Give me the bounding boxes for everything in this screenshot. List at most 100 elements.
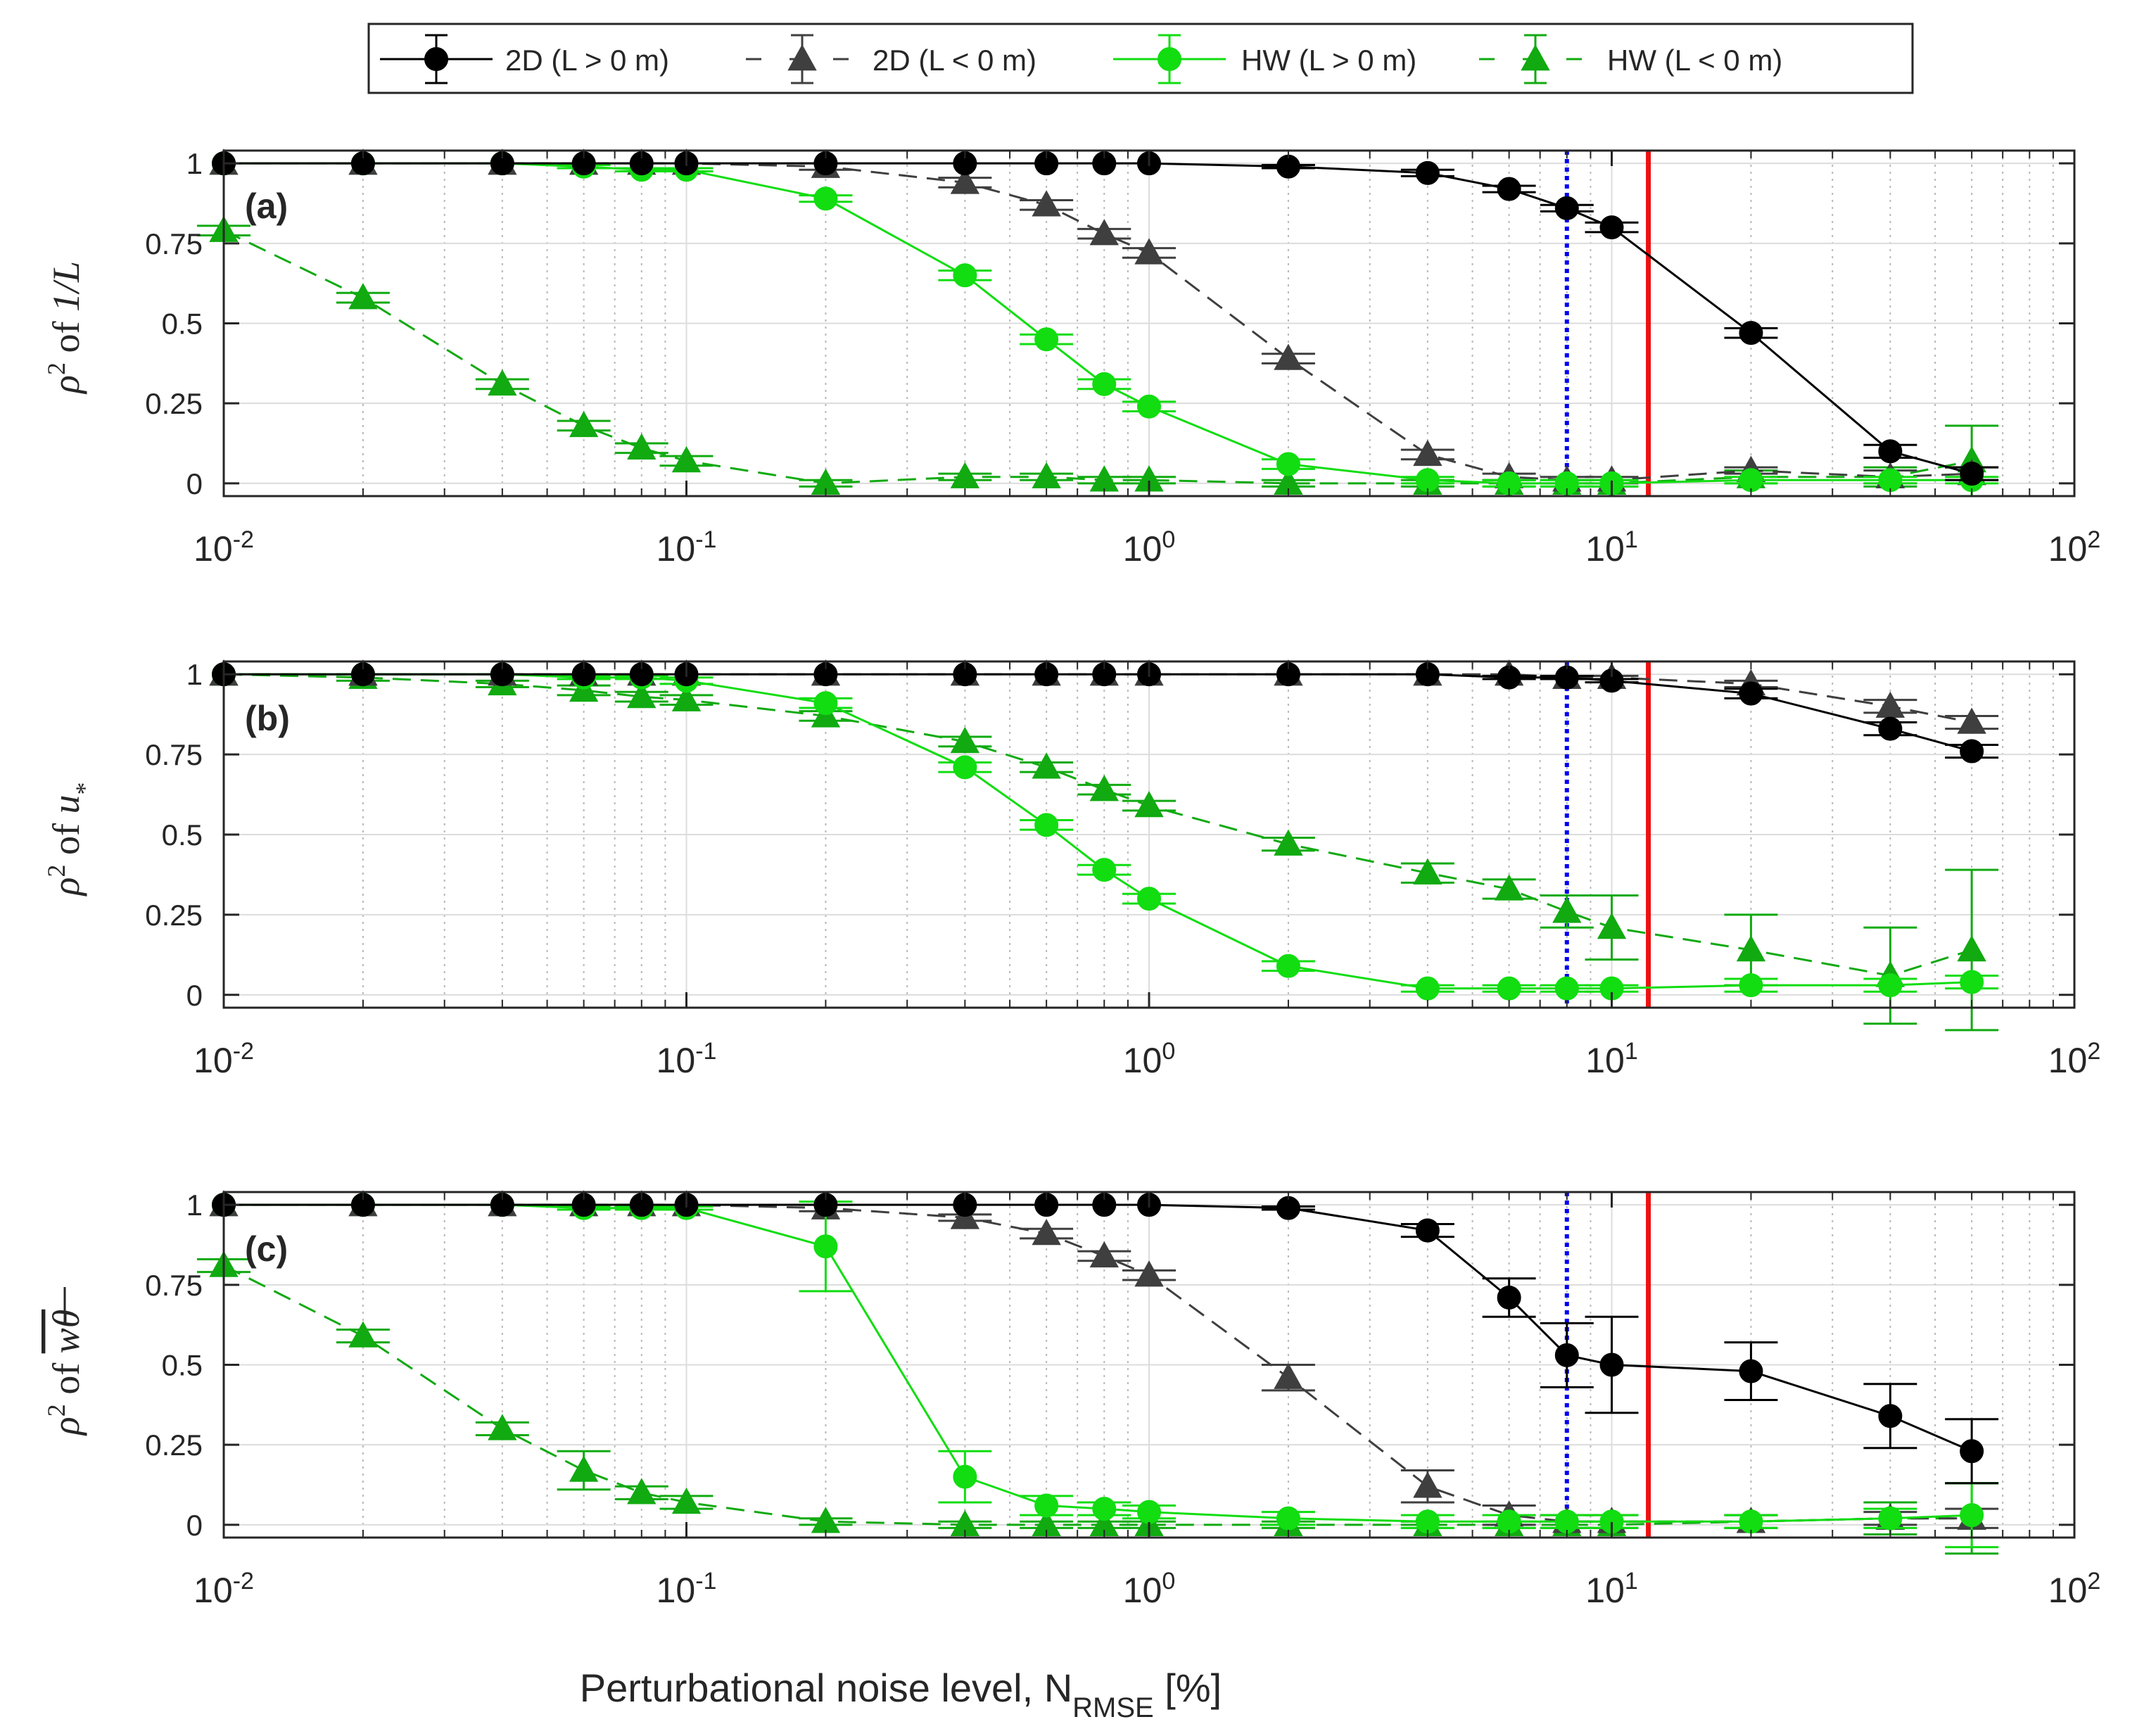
y-tick-label-c-1: 0.25 bbox=[145, 1428, 203, 1462]
data-point-a-0-13 bbox=[1497, 177, 1521, 201]
y-tick-label-c-4: 1 bbox=[186, 1189, 203, 1222]
legend-marker-3 bbox=[1521, 44, 1550, 71]
x-tick-label-c-4: 102 bbox=[2048, 1568, 2101, 1610]
y-label-quantity-a: 1/L bbox=[45, 261, 87, 312]
data-point-c-2-8 bbox=[1034, 1493, 1059, 1518]
data-point-c-3-5 bbox=[671, 1487, 702, 1514]
legend-label-0: 2D (L > 0 m) bbox=[505, 44, 669, 77]
x-axis-label: Perturbational noise level, NRMSE [%] bbox=[580, 1666, 1222, 1723]
y-label-quantity-c: wθ bbox=[45, 1310, 87, 1354]
legend-marker-1 bbox=[787, 44, 817, 71]
data-point-b-3-9 bbox=[1089, 775, 1119, 802]
y-tick-label-a-3: 0.75 bbox=[145, 227, 203, 260]
data-point-c-2-6 bbox=[813, 1234, 838, 1259]
data-point-a-3-8 bbox=[1032, 462, 1061, 488]
data-point-c-2-10 bbox=[1137, 1500, 1161, 1524]
legend-marker-0 bbox=[424, 47, 448, 71]
y-tick-label-b-4: 1 bbox=[186, 658, 203, 691]
data-point-c-1-10 bbox=[1134, 1260, 1164, 1287]
panel-label-a: (a) bbox=[245, 186, 288, 226]
data-point-c-1-11 bbox=[1274, 1362, 1303, 1389]
data-point-a-2-9 bbox=[1092, 372, 1117, 396]
data-point-a-0-18 bbox=[1960, 462, 1984, 486]
data-point-b-2-16 bbox=[1739, 973, 1763, 998]
data-point-b-3-16 bbox=[1736, 934, 1766, 962]
y-label-of-a: of bbox=[45, 312, 87, 362]
data-point-b-3-5 bbox=[671, 685, 702, 711]
data-point-b-0-18 bbox=[1960, 739, 1984, 764]
data-point-b-2-14 bbox=[1554, 976, 1579, 1001]
data-point-a-2-6 bbox=[813, 186, 838, 211]
y-label-sup-a: 2 bbox=[42, 362, 70, 375]
data-point-a-2-16 bbox=[1739, 468, 1763, 493]
data-point-a-0-17 bbox=[1878, 439, 1903, 464]
x-label-sub: RMSE bbox=[1072, 1692, 1154, 1723]
y-tick-label-c-0: 0 bbox=[186, 1509, 203, 1542]
y-label-of-c: of bbox=[45, 1353, 87, 1404]
data-point-b-2-8 bbox=[1034, 813, 1059, 837]
legend-label-3: HW (L < 0 m) bbox=[1607, 44, 1782, 77]
panel-b: 0 0.25 0.5 0.75 1 10-2 10-1 100 101 102 (b) ρ2 of… bbox=[42, 658, 2100, 1080]
x-tick-label-a-1: 10-1 bbox=[657, 526, 717, 569]
series-c-0 bbox=[212, 1193, 1999, 1485]
legend-marker-2 bbox=[1158, 47, 1181, 71]
data-point-c-2-13 bbox=[1497, 1509, 1521, 1534]
data-point-a-2-17 bbox=[1878, 468, 1903, 493]
data-point-a-0-16 bbox=[1739, 321, 1763, 346]
x-label-end: [%] bbox=[1154, 1666, 1222, 1710]
data-point-a-3-7 bbox=[950, 462, 980, 488]
y-axis-label-a: ρ2 of 1/L bbox=[42, 261, 87, 395]
data-point-b-3-11 bbox=[1274, 829, 1303, 856]
y-tick-label-a-0: 0 bbox=[186, 467, 203, 500]
data-point-a-3-5 bbox=[671, 445, 702, 473]
y-tick-label-b-3: 0.75 bbox=[145, 738, 203, 771]
data-point-c-1-8 bbox=[1032, 1219, 1061, 1246]
series-b-0 bbox=[212, 662, 1999, 764]
data-point-c-2-7 bbox=[953, 1464, 977, 1489]
y-tick-label-b-0: 0 bbox=[186, 979, 203, 1012]
legend-label-2: HW (L > 0 m) bbox=[1241, 44, 1416, 77]
x-tick-label-c-2: 100 bbox=[1123, 1568, 1176, 1610]
data-point-c-0-13 bbox=[1497, 1286, 1521, 1310]
x-tick-label-a-4: 102 bbox=[2048, 526, 2101, 569]
data-point-a-2-7 bbox=[953, 263, 977, 288]
data-point-a-0-15 bbox=[1599, 215, 1624, 240]
x-tick-label-c-1: 10-1 bbox=[657, 1568, 717, 1610]
data-point-b-2-9 bbox=[1092, 858, 1117, 882]
data-point-a-1-7 bbox=[950, 167, 980, 194]
x-tick-label-c-3: 101 bbox=[1585, 1568, 1638, 1610]
data-point-c-2-17 bbox=[1878, 1506, 1903, 1531]
data-point-c-2-18 bbox=[1960, 1503, 1984, 1528]
data-point-c-2-12 bbox=[1415, 1509, 1440, 1534]
data-point-c-0-12 bbox=[1415, 1218, 1440, 1243]
x-label-main: Perturbational noise level, N bbox=[580, 1666, 1072, 1710]
data-point-b-1-18 bbox=[1957, 707, 1986, 734]
x-tick-label-b-1: 10-1 bbox=[657, 1038, 717, 1080]
y-label-rho-c: ρ bbox=[45, 1417, 87, 1436]
data-point-b-3-12 bbox=[1413, 858, 1442, 885]
data-point-c-0-11 bbox=[1276, 1196, 1300, 1220]
data-point-b-0-13 bbox=[1497, 665, 1521, 690]
data-point-b-0-16 bbox=[1739, 681, 1763, 706]
data-point-a-3-3 bbox=[569, 410, 599, 438]
y-tick-label-a-1: 0.25 bbox=[145, 387, 203, 420]
data-point-a-0-12 bbox=[1415, 160, 1440, 185]
data-point-b-3-8 bbox=[1032, 752, 1061, 779]
data-point-c-2-9 bbox=[1092, 1497, 1117, 1521]
y-label-quantity-sub-b: * bbox=[70, 783, 99, 795]
data-point-a-3-1 bbox=[348, 283, 378, 310]
data-point-c-0-18 bbox=[1960, 1439, 1984, 1464]
panel-label-b: (b) bbox=[245, 699, 290, 738]
y-tick-label-a-4: 1 bbox=[186, 147, 203, 180]
x-tick-label-a-0: 10-2 bbox=[194, 526, 254, 569]
data-point-c-0-14 bbox=[1554, 1343, 1579, 1367]
y-tick-label-c-2: 0.5 bbox=[162, 1349, 203, 1382]
x-tick-label-b-2: 100 bbox=[1123, 1038, 1176, 1080]
x-tick-label-b-0: 10-2 bbox=[194, 1038, 254, 1080]
data-point-a-1-8 bbox=[1032, 190, 1061, 217]
y-label-quantity-b: u bbox=[45, 795, 87, 814]
x-tick-label-c-0: 10-2 bbox=[194, 1568, 254, 1610]
data-point-b-3-15 bbox=[1597, 913, 1627, 939]
y-axis-label-c: ρ2 of wθ bbox=[42, 1310, 87, 1436]
